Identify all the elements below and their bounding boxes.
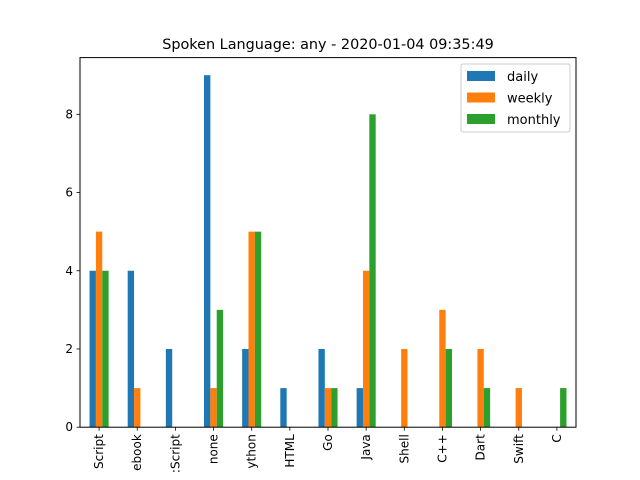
x-tick-label: Script <box>92 434 106 469</box>
y-tick-label: 8 <box>65 107 73 121</box>
bar-daily <box>242 348 249 428</box>
plot-frame <box>79 57 577 428</box>
x-tick-label: ython <box>245 434 259 468</box>
bar-weekly <box>515 388 522 428</box>
bar-daily <box>165 348 173 428</box>
bar-daily <box>356 388 363 428</box>
bar-weekly <box>324 388 332 428</box>
legend-label-weekly: weekly <box>507 92 553 107</box>
bars-group <box>89 75 567 428</box>
x-tick-label: none <box>207 434 221 464</box>
x-tick-label: HTML <box>283 434 297 468</box>
x-tick-label: Shell <box>397 434 411 463</box>
bar-monthly <box>102 270 109 428</box>
y-tick-label: 4 <box>65 264 73 278</box>
legend-swatch-daily <box>467 71 495 81</box>
bar-weekly <box>362 270 370 428</box>
bar-monthly <box>216 309 224 428</box>
legend-label-daily: daily <box>507 70 538 85</box>
legend-swatch-weekly <box>467 92 495 103</box>
x-tick-label: Java <box>359 434 373 460</box>
x-tick-label: Swift <box>512 434 526 464</box>
x-tick-label: ebook <box>130 434 144 471</box>
bar-weekly <box>248 231 255 428</box>
x-tick-label: C <box>550 434 564 442</box>
bar-daily <box>280 388 287 428</box>
x-tick-label: Go <box>321 434 335 451</box>
bar-monthly <box>483 388 491 428</box>
legend: daily weekly monthly <box>460 63 571 133</box>
bar-daily <box>89 270 96 428</box>
bar-weekly <box>439 309 446 428</box>
bar-monthly <box>560 388 567 428</box>
y-tick-label: 6 <box>65 186 73 200</box>
x-tick-label: :Script <box>168 434 182 473</box>
bar-monthly <box>369 114 376 428</box>
bar-monthly <box>331 388 338 428</box>
bar-weekly <box>401 348 408 428</box>
x-axis: Script ebook :Script none ython HTML Go Java She… <box>92 427 564 473</box>
bar-daily <box>318 348 325 428</box>
bar-weekly <box>210 388 217 428</box>
bar-monthly <box>254 231 262 428</box>
x-tick-label: C++ <box>435 434 449 463</box>
y-tick-label: 2 <box>65 342 73 356</box>
bar-daily <box>204 75 211 428</box>
bar-monthly <box>445 348 452 428</box>
bar-weekly <box>95 231 103 428</box>
y-tick-label: 0 <box>65 420 73 434</box>
y-axis: 0 2 4 6 8 <box>65 107 80 434</box>
bar-weekly <box>134 388 141 428</box>
legend-swatch-monthly <box>467 114 495 124</box>
chart-title: Spoken Language: any - 2020-01-04 09:35:… <box>162 37 494 53</box>
bar-daily <box>127 270 135 428</box>
x-tick-label: Dart <box>474 434 488 461</box>
bar-weekly <box>477 348 484 428</box>
legend-label-monthly: monthly <box>507 113 561 128</box>
